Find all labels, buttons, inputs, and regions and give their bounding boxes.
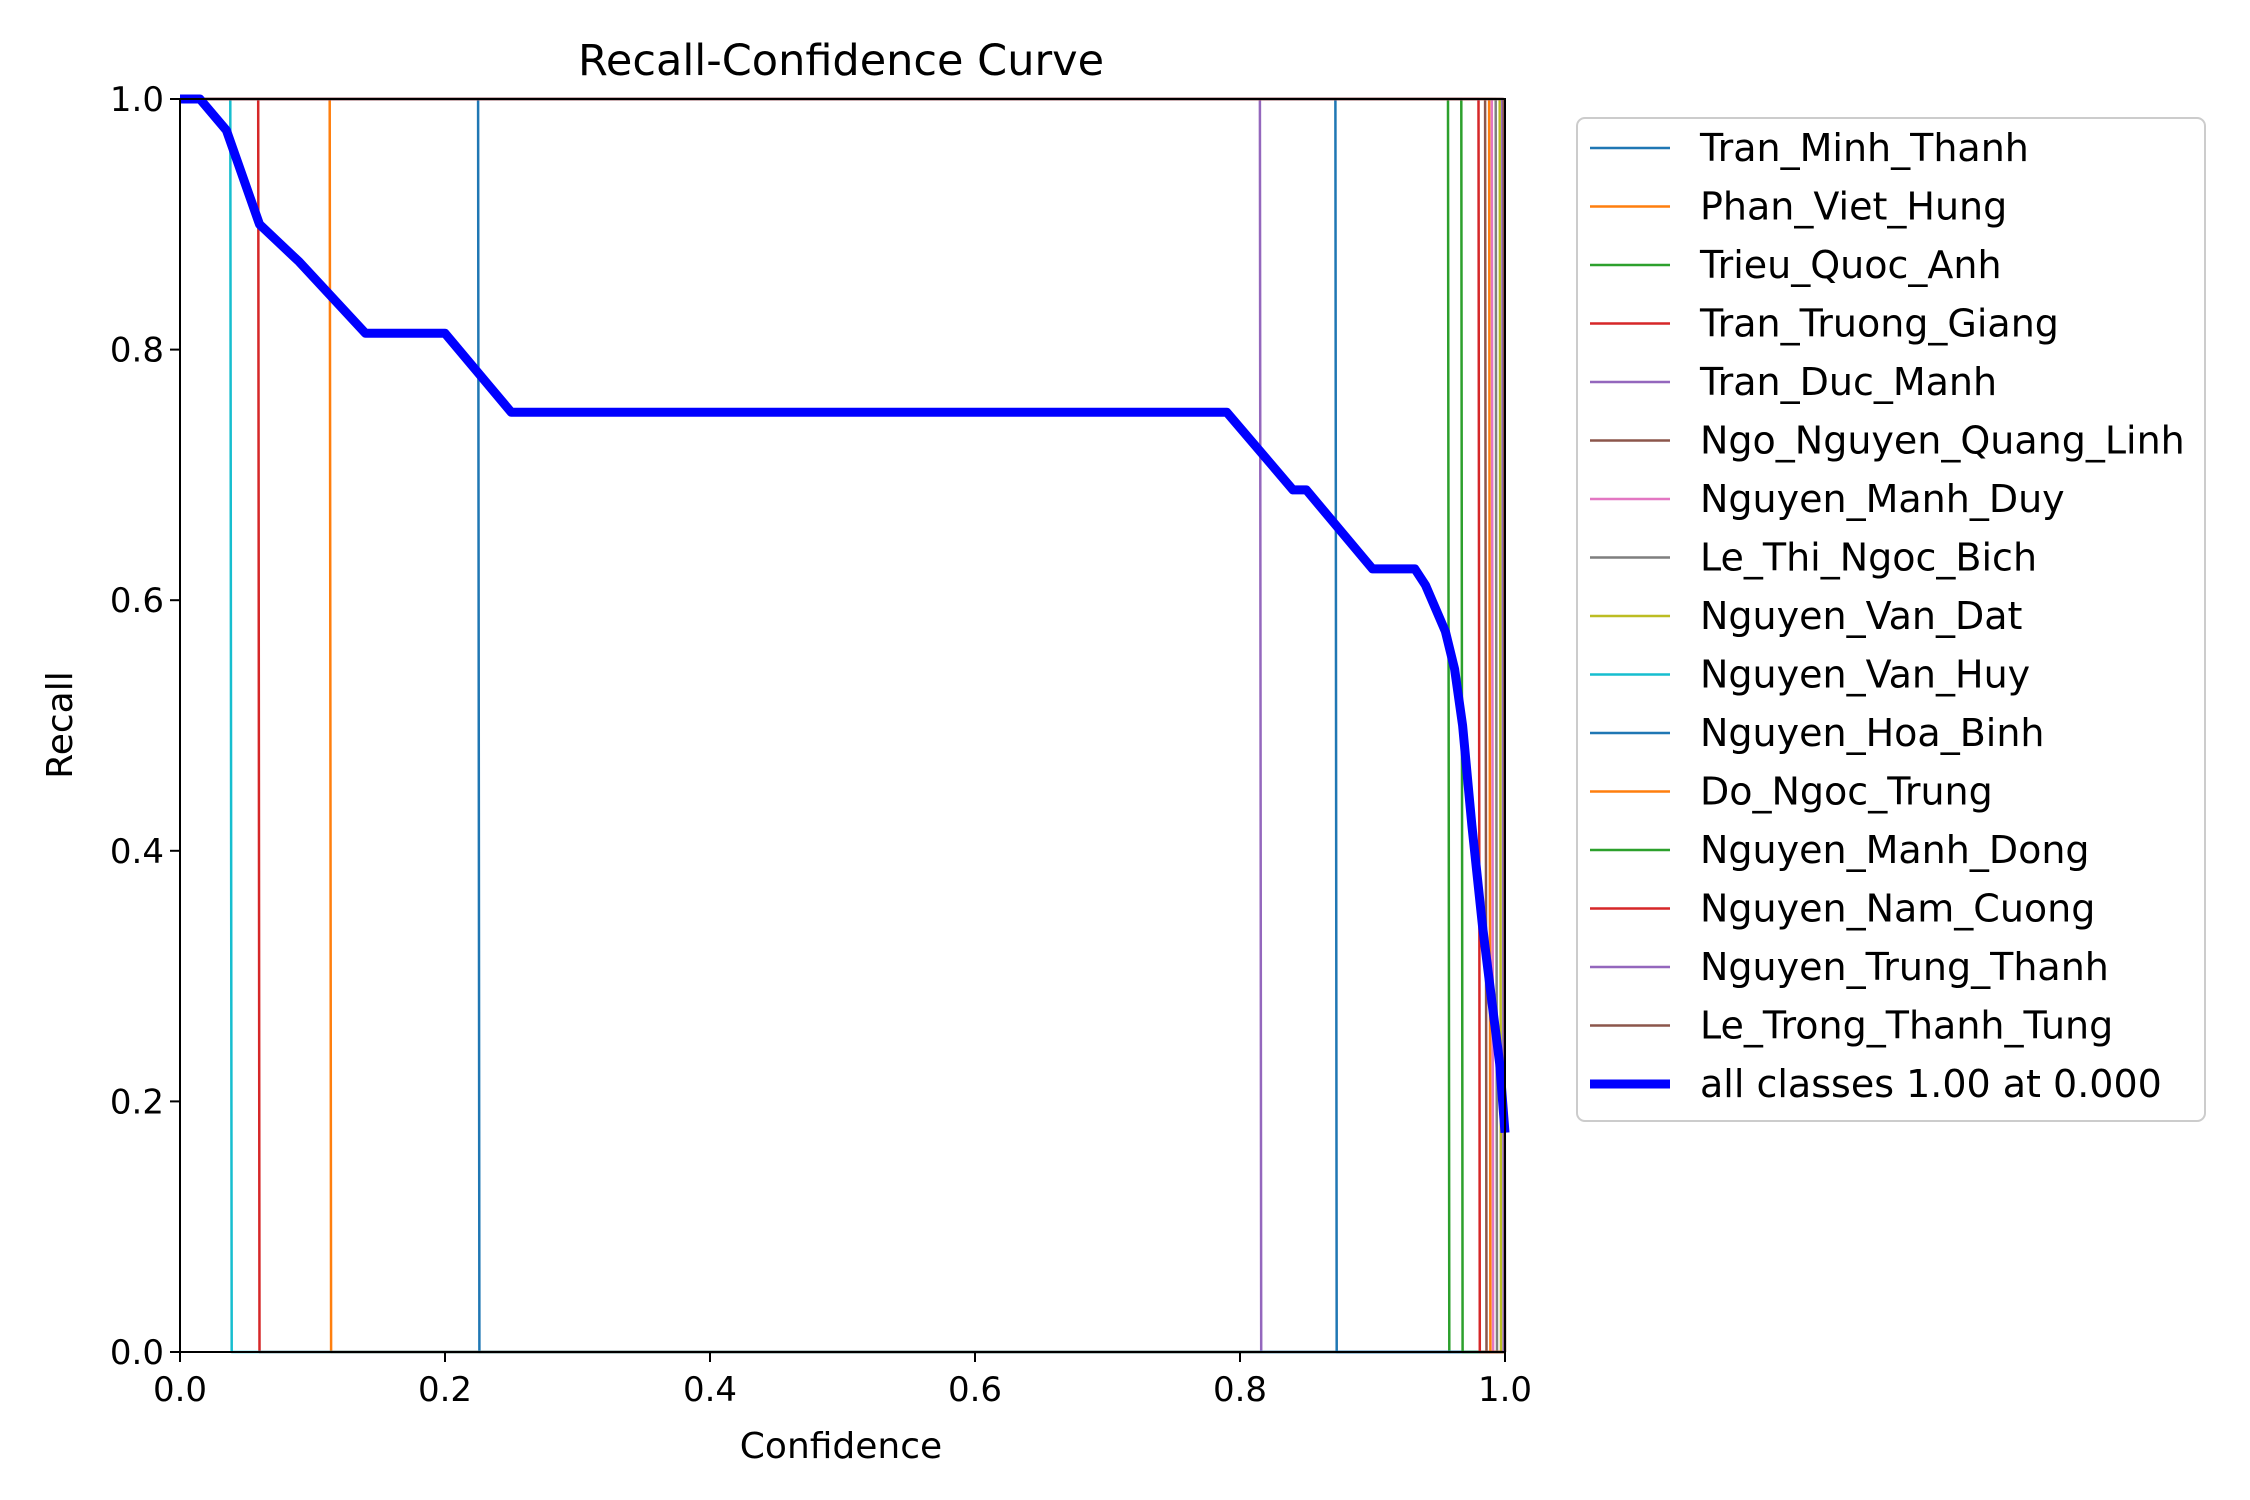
y-tick-label: 0.6 bbox=[110, 581, 164, 621]
x-tick-label: 0.4 bbox=[683, 1370, 737, 1410]
legend-label: Nguyen_Manh_Duy bbox=[1700, 477, 2065, 521]
legend-frame bbox=[1576, 117, 2206, 1122]
legend-item: Do_Ngoc_Trung bbox=[1590, 770, 1993, 814]
legend-item: Phan_Viet_Hung bbox=[1590, 185, 2007, 229]
legend-label: Trieu_Quoc_Anh bbox=[1699, 243, 2002, 287]
x-tick-label: 1.0 bbox=[1478, 1370, 1532, 1410]
y-tick-label: 0.4 bbox=[110, 832, 164, 872]
x-axis-label: Confidence bbox=[740, 1426, 942, 1467]
legend-item: Nguyen_Hoa_Binh bbox=[1590, 711, 2045, 755]
legend-label: Ngo_Nguyen_Quang_Linh bbox=[1700, 419, 2185, 463]
legend-label: Phan_Viet_Hung bbox=[1700, 185, 2007, 229]
x-tick-label: 0.2 bbox=[418, 1370, 472, 1410]
y-tick-label: 0.8 bbox=[110, 331, 164, 371]
legend-item: Le_Trong_Thanh_Tung bbox=[1590, 1004, 2113, 1048]
legend-item: Tran_Truong_Giang bbox=[1590, 302, 2059, 346]
legend-item: Tran_Duc_Manh bbox=[1590, 360, 1997, 404]
legend-item: Tran_Minh_Thanh bbox=[1590, 126, 2029, 170]
y-tick-label: 0.0 bbox=[110, 1333, 164, 1373]
legend-label: Tran_Truong_Giang bbox=[1699, 302, 2059, 346]
legend-label: Nguyen_Manh_Dong bbox=[1700, 828, 2090, 872]
legend-label: Tran_Duc_Manh bbox=[1699, 360, 1997, 404]
legend-item: Trieu_Quoc_Anh bbox=[1590, 243, 2002, 287]
x-tick-label: 0.8 bbox=[1213, 1370, 1267, 1410]
plot-frame bbox=[179, 98, 1506, 1353]
y-tick-label: 0.2 bbox=[110, 1082, 164, 1122]
y-axis-label: Recall bbox=[40, 671, 81, 778]
y-tick-label: 1.0 bbox=[110, 80, 164, 120]
x-tick-label: 0.6 bbox=[948, 1370, 1002, 1410]
legend-label: Nguyen_Van_Huy bbox=[1700, 653, 2030, 697]
legend-item: Nguyen_Nam_Cuong bbox=[1590, 887, 2095, 931]
legend-item: Le_Thi_Ngoc_Bich bbox=[1590, 536, 2037, 580]
legend-label: Nguyen_Nam_Cuong bbox=[1700, 887, 2095, 931]
legend-item: Nguyen_Manh_Duy bbox=[1590, 477, 2065, 521]
legend-label: Le_Thi_Ngoc_Bich bbox=[1700, 536, 2037, 580]
legend-label: Le_Trong_Thanh_Tung bbox=[1700, 1004, 2113, 1048]
legend-label: Nguyen_Van_Dat bbox=[1700, 594, 2022, 638]
y-axis-ticks: 0.0 0.2 0.4 0.6 0.8 1.0 bbox=[110, 80, 180, 1373]
legend-item: Nguyen_Van_Dat bbox=[1590, 594, 2022, 638]
legend-label: all classes 1.00 at 0.000 bbox=[1700, 1062, 2162, 1106]
legend-item: Ngo_Nguyen_Quang_Linh bbox=[1590, 419, 2185, 463]
legend: Tran_Minh_Thanh Phan_Viet_Hung Trieu_Quoc_… bbox=[1576, 117, 2206, 1122]
legend-label: Nguyen_Hoa_Binh bbox=[1700, 711, 2045, 755]
legend-item: Nguyen_Trung_Thanh bbox=[1590, 945, 2109, 989]
x-axis-ticks: 0.0 0.2 0.4 0.6 0.8 1.0 bbox=[153, 1352, 1532, 1410]
legend-label: Do_Ngoc_Trung bbox=[1700, 770, 1993, 814]
legend-item: all classes 1.00 at 0.000 bbox=[1590, 1062, 2162, 1106]
legend-item: Nguyen_Van_Huy bbox=[1590, 653, 2030, 697]
chart-title: Recall-Confidence Curve bbox=[578, 36, 1104, 86]
legend-label: Nguyen_Trung_Thanh bbox=[1700, 945, 2109, 989]
x-tick-label: 0.0 bbox=[153, 1370, 207, 1410]
series-line-all-classes bbox=[180, 94, 1510, 1134]
legend-item: Nguyen_Manh_Dong bbox=[1590, 828, 2090, 872]
legend-items: Tran_Minh_Thanh Phan_Viet_Hung Trieu_Quoc_… bbox=[1590, 126, 2185, 1106]
legend-label: Tran_Minh_Thanh bbox=[1699, 126, 2029, 170]
